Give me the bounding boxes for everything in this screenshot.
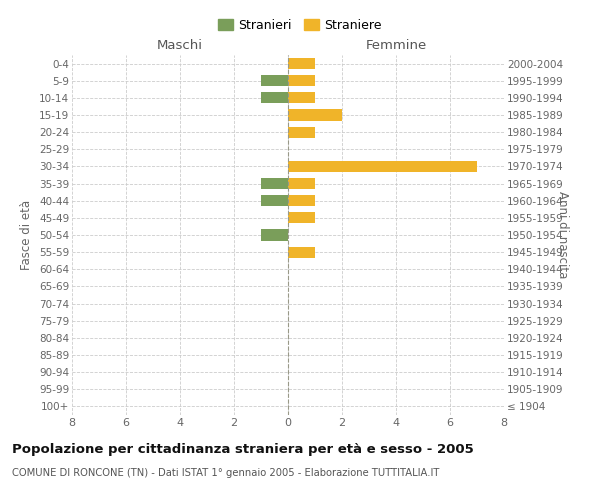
Bar: [261, 75, 288, 86]
Bar: [288, 126, 315, 138]
Bar: [288, 92, 315, 104]
Bar: [288, 212, 315, 224]
Y-axis label: Fasce di età: Fasce di età: [20, 200, 34, 270]
Text: COMUNE DI RONCONE (TN) - Dati ISTAT 1° gennaio 2005 - Elaborazione TUTTITALIA.IT: COMUNE DI RONCONE (TN) - Dati ISTAT 1° g…: [12, 468, 439, 477]
Bar: [288, 75, 315, 86]
Bar: [288, 195, 315, 206]
Text: Femmine: Femmine: [365, 38, 427, 52]
Bar: [261, 92, 288, 104]
Bar: [261, 178, 288, 189]
Text: Maschi: Maschi: [157, 38, 203, 52]
Bar: [288, 246, 315, 258]
Bar: [288, 178, 315, 189]
Bar: [261, 195, 288, 206]
Legend: Stranieri, Straniere: Stranieri, Straniere: [213, 14, 387, 37]
Bar: [261, 230, 288, 240]
Bar: [288, 110, 342, 120]
Text: Popolazione per cittadinanza straniera per età e sesso - 2005: Popolazione per cittadinanza straniera p…: [12, 442, 474, 456]
Y-axis label: Anni di nascita: Anni di nascita: [556, 192, 569, 278]
Bar: [288, 58, 315, 69]
Bar: [288, 161, 477, 172]
